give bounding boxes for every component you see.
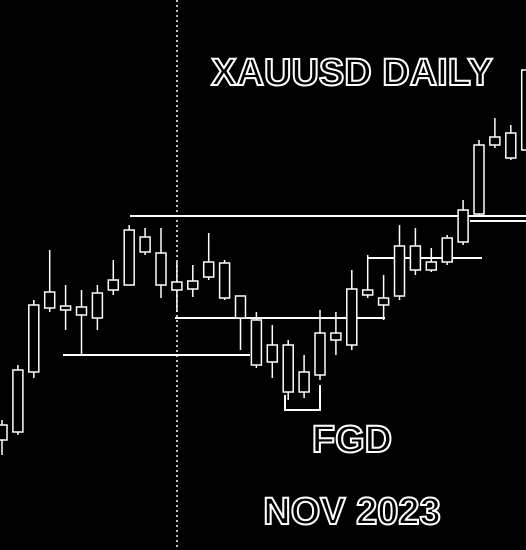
candle-body bbox=[234, 295, 247, 319]
candle-body bbox=[441, 237, 453, 263]
candle-body bbox=[505, 132, 517, 159]
candle-body bbox=[457, 209, 469, 243]
candle-body bbox=[0, 424, 8, 441]
candle-body bbox=[202, 261, 215, 278]
candle-body bbox=[330, 332, 342, 341]
candle-body bbox=[28, 304, 40, 373]
candle-body bbox=[361, 289, 374, 296]
candle-body bbox=[171, 281, 183, 291]
candle-body bbox=[346, 288, 358, 346]
candle-body bbox=[75, 306, 88, 316]
candle-body bbox=[393, 245, 406, 297]
candle-body bbox=[91, 292, 104, 319]
candle-body bbox=[377, 297, 390, 306]
candle-body bbox=[298, 371, 310, 393]
candle-body bbox=[250, 319, 263, 366]
candle-body bbox=[187, 280, 199, 290]
chart-title: XAUUSD DAILY bbox=[211, 52, 493, 94]
candle-body bbox=[266, 344, 279, 363]
candle-body bbox=[12, 369, 24, 433]
candle-body bbox=[59, 305, 72, 311]
candle-body bbox=[107, 279, 120, 291]
candle-body bbox=[489, 136, 501, 146]
candle-body bbox=[43, 291, 56, 309]
candle-body bbox=[155, 252, 167, 286]
candle-body bbox=[218, 262, 231, 299]
candle-body bbox=[425, 261, 438, 271]
candle-body bbox=[123, 229, 135, 286]
candle-body bbox=[520, 69, 526, 151]
candle-body bbox=[473, 144, 485, 215]
candle-body bbox=[409, 245, 422, 271]
candle-body bbox=[282, 344, 294, 393]
annotation: FGD bbox=[312, 419, 392, 461]
annotation: NOV 2023 bbox=[263, 491, 440, 533]
bracket bbox=[284, 385, 321, 411]
candle-body bbox=[139, 236, 151, 253]
candle-body bbox=[314, 332, 326, 376]
